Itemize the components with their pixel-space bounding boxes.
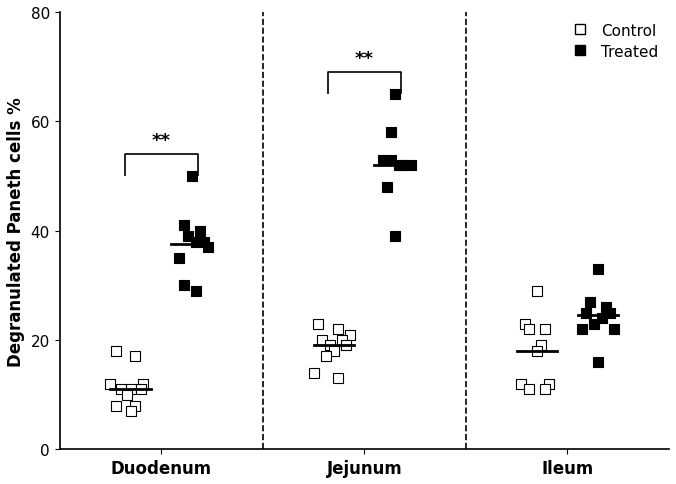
Point <box>333 375 343 382</box>
Point <box>593 358 604 366</box>
Point <box>397 162 408 169</box>
Point <box>125 408 136 415</box>
Point <box>199 238 210 246</box>
Point <box>523 326 534 333</box>
Point <box>515 380 526 388</box>
Y-axis label: Degranulated Paneth cells %: Degranulated Paneth cells % <box>7 97 25 366</box>
Point <box>389 233 400 241</box>
Text: **: ** <box>355 49 374 67</box>
Point <box>531 287 542 295</box>
Point <box>191 238 201 246</box>
Point <box>308 369 319 377</box>
Point <box>605 309 616 317</box>
Point <box>389 91 400 99</box>
Point <box>393 162 404 169</box>
Point <box>581 309 592 317</box>
Point <box>385 129 396 137</box>
Point <box>597 315 608 322</box>
Point <box>111 402 122 409</box>
Point <box>601 303 612 311</box>
Point <box>129 353 140 361</box>
Point <box>316 336 327 344</box>
Point <box>609 326 620 333</box>
Point <box>111 348 122 355</box>
Point <box>178 282 189 289</box>
Point <box>174 255 185 262</box>
Point <box>381 183 392 191</box>
Point <box>137 380 148 388</box>
Point <box>320 353 331 361</box>
Point <box>577 326 587 333</box>
Point <box>341 342 352 349</box>
Point <box>593 266 604 273</box>
Point <box>535 342 546 349</box>
Point <box>406 162 416 169</box>
Point <box>377 156 388 164</box>
Point <box>539 386 550 393</box>
Point <box>539 326 550 333</box>
Point <box>195 227 206 235</box>
Point <box>121 391 132 399</box>
Point <box>105 380 116 388</box>
Point <box>324 342 335 349</box>
Point <box>178 222 189 229</box>
Point <box>589 320 600 328</box>
Point <box>125 386 136 393</box>
Point <box>329 348 339 355</box>
Point <box>135 386 146 393</box>
Point <box>544 380 554 388</box>
Point <box>187 173 197 181</box>
Point <box>203 243 214 251</box>
Point <box>333 326 343 333</box>
Point <box>585 298 596 306</box>
Point <box>523 386 534 393</box>
Point <box>191 287 201 295</box>
Legend: Control, Treated: Control, Treated <box>558 17 665 66</box>
Point <box>531 348 542 355</box>
Point <box>129 402 140 409</box>
Point <box>312 320 323 328</box>
Text: **: ** <box>151 131 170 150</box>
Point <box>385 156 396 164</box>
Point <box>115 386 126 393</box>
Point <box>519 320 530 328</box>
Point <box>345 331 356 339</box>
Point <box>182 233 193 241</box>
Point <box>337 336 347 344</box>
